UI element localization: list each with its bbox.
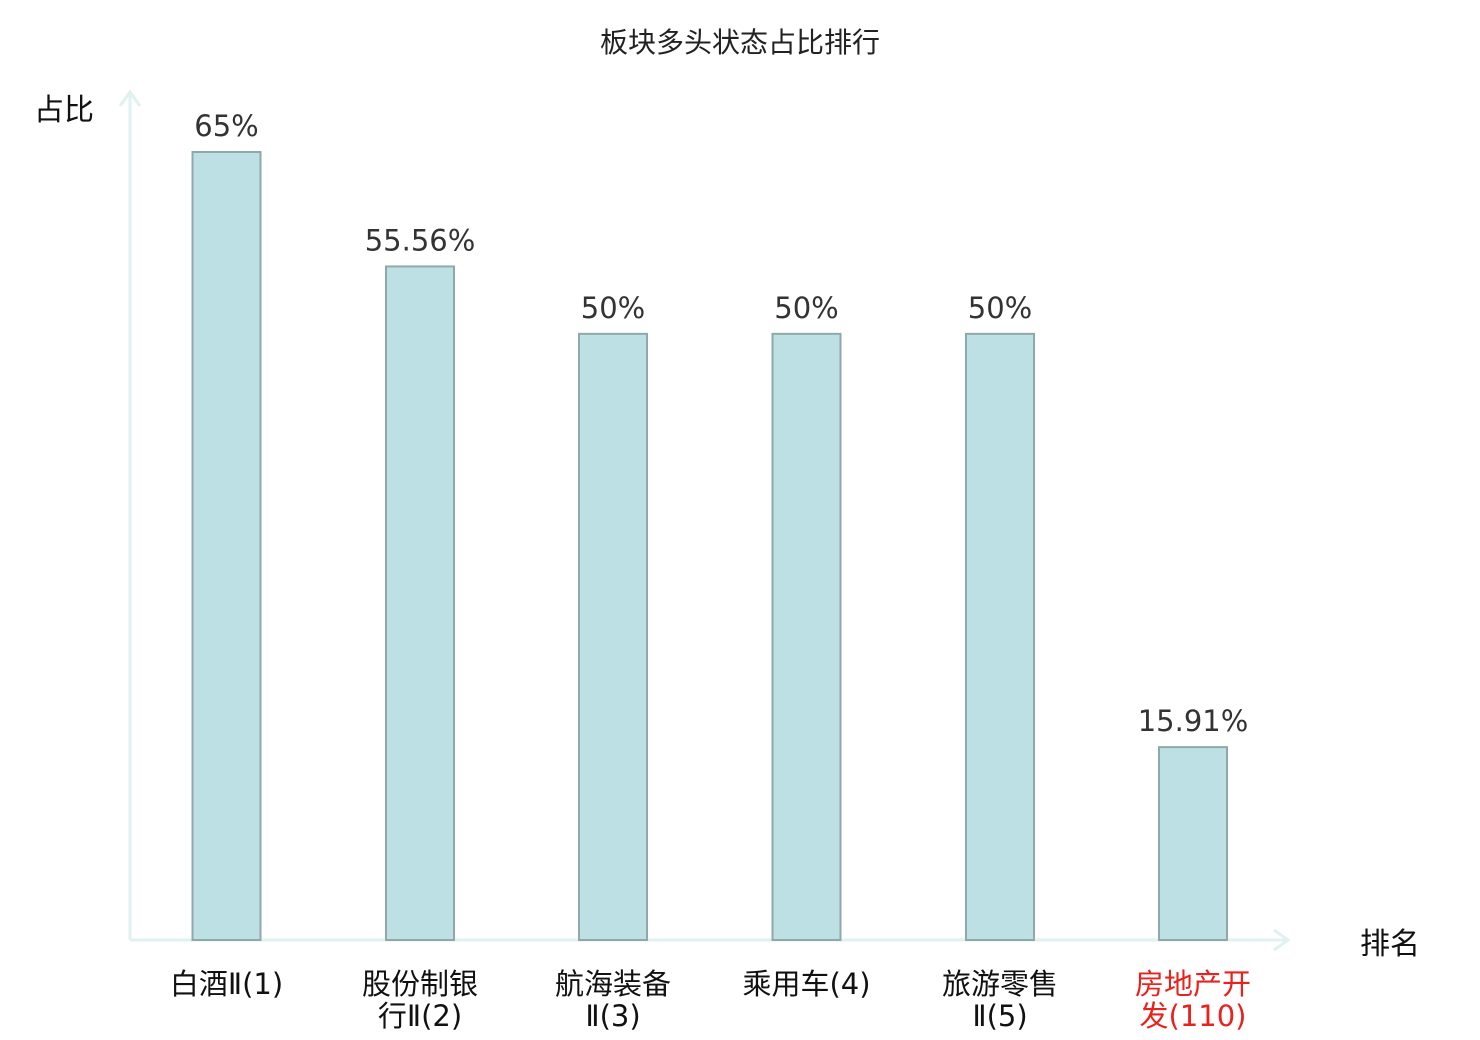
bar-2	[385, 265, 455, 941]
x-tick-label-4: 乘用车(4)	[742, 967, 870, 1001]
bar-value-label-4: 50%	[774, 291, 838, 325]
bar-value-label-2: 55.56%	[365, 223, 476, 257]
value-labels-group: 65% 55.56% 50% 50% 50% 15.91%	[194, 109, 1248, 738]
x-axis-label: 排名	[1360, 927, 1420, 962]
bar-value-label-6: 15.91%	[1138, 704, 1249, 738]
x-tick-label-6: 房地产开发(110)	[1135, 967, 1251, 1033]
chart-title: 板块多头状态占比排行	[600, 26, 880, 59]
bar-6	[1158, 746, 1228, 941]
x-tick-label-2: 股份制银行Ⅱ(2)	[362, 967, 478, 1033]
y-axis-label: 占比	[34, 93, 94, 128]
y-axis-arrow	[118, 89, 142, 107]
bar-3	[578, 332, 648, 942]
bar-value-label-5: 50%	[968, 291, 1032, 325]
x-tick-label-1: 白酒Ⅱ(1)	[170, 967, 283, 1001]
bar-5	[965, 332, 1035, 942]
x-tick-label-5: 旅游零售 Ⅱ(5)	[942, 967, 1058, 1033]
x-tick-label-3: 航海装备 Ⅱ(3)	[555, 967, 671, 1033]
bars-group	[191, 151, 1228, 942]
bar-1	[191, 151, 262, 941]
bar-value-label-3: 50%	[581, 291, 645, 325]
axes	[118, 89, 1291, 952]
x-axis-arrow	[1273, 928, 1291, 952]
tick-labels-group: 白酒Ⅱ(1) 股份制银行Ⅱ(2) 航海装备 Ⅱ(3) 乘用车(4) 旅游零售 Ⅱ(5) 房地产…	[170, 967, 1251, 1033]
bar-value-label-1: 65%	[194, 109, 258, 143]
bar-4	[771, 332, 842, 942]
